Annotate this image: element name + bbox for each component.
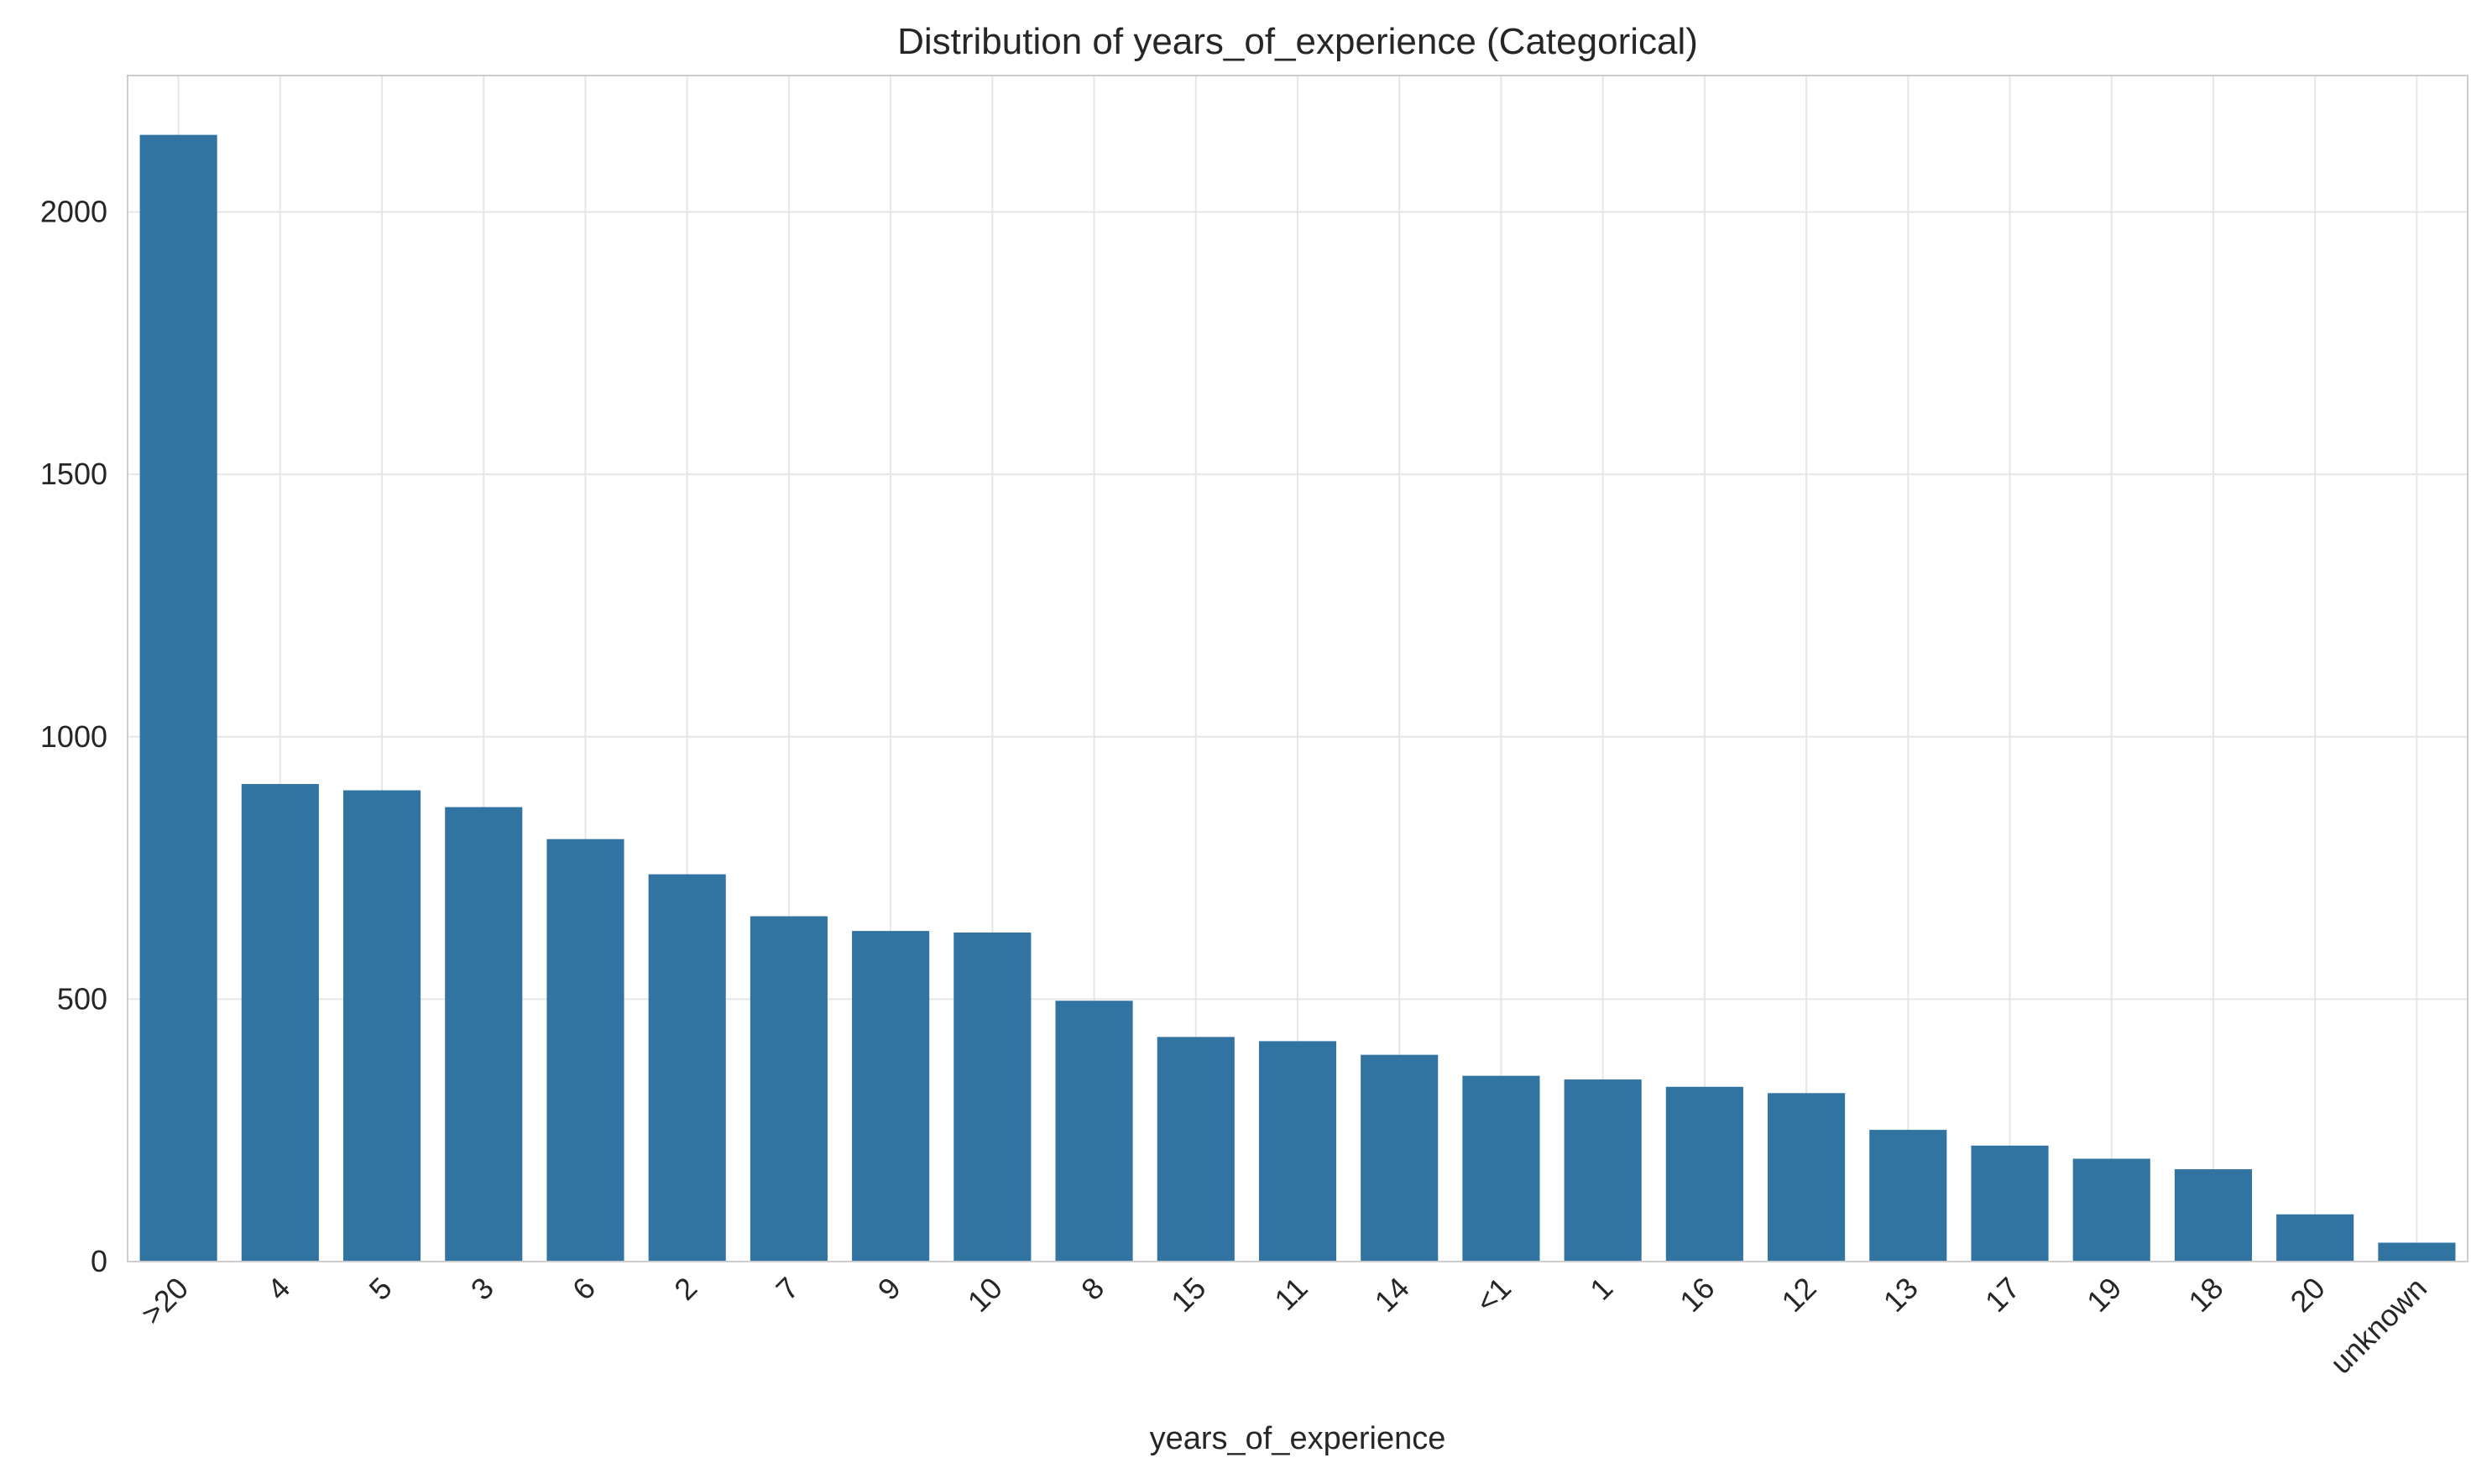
bar-7: [750, 916, 828, 1262]
y-tick-label: 0: [91, 1244, 107, 1278]
bar-20: [2276, 1214, 2354, 1262]
bar-9: [852, 931, 930, 1262]
y-tick-labels: 0 500 1000 1500 2000: [40, 195, 107, 1278]
bar-3: [445, 807, 523, 1262]
bar-17: [1971, 1145, 2049, 1262]
bar-5: [342, 790, 421, 1262]
bar-12: [1768, 1093, 1846, 1262]
bar-14: [1361, 1054, 1439, 1262]
bar-19: [2072, 1158, 2150, 1262]
y-tick-label: 1000: [40, 719, 107, 754]
bar-15: [1157, 1037, 1235, 1262]
chart-title: Distribution of years_of_experience (Cat…: [897, 21, 1698, 62]
bar->20: [139, 134, 217, 1262]
y-tick-label: 1500: [40, 457, 107, 491]
bar-13: [1869, 1130, 1947, 1262]
bars: [139, 134, 2456, 1262]
bar-6: [546, 839, 624, 1262]
plot-frame: [127, 75, 2468, 1262]
bar-4: [241, 784, 319, 1262]
bar-<1: [1462, 1075, 1540, 1262]
x-axis-label: years_of_experience: [1150, 1421, 1446, 1456]
bar-1: [1564, 1079, 1642, 1262]
y-tick-label: 2000: [40, 195, 107, 229]
bar-16: [1665, 1086, 1743, 1262]
bar-11: [1258, 1041, 1337, 1262]
bar-8: [1055, 1001, 1133, 1262]
y-tick-label: 500: [57, 981, 107, 1016]
bar-10: [953, 932, 1032, 1262]
bar-2: [648, 874, 726, 1262]
bar-18: [2174, 1168, 2253, 1262]
bar-unknown: [2378, 1242, 2456, 1262]
